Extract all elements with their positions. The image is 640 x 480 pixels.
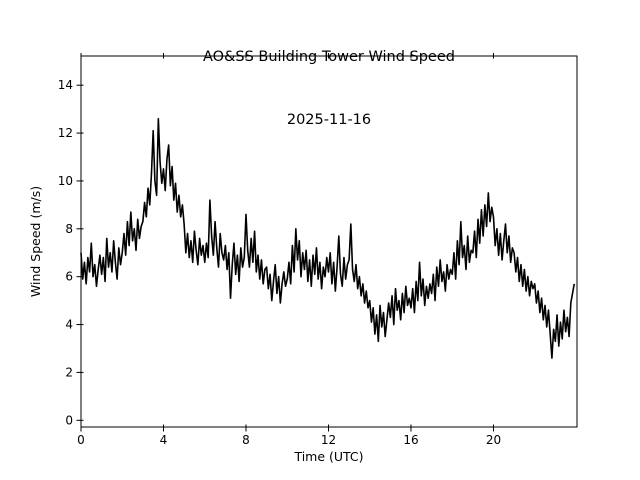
x-tick-label: 16 [403,433,418,447]
y-tick-label: 8 [65,222,73,236]
y-tick-label: 4 [65,318,73,332]
x-tick-label: 0 [77,433,85,447]
chart-title-block: AO&SS Building Tower Wind Speed 2025-11-… [81,5,577,173]
x-axis-label: Time (UTC) [293,449,363,464]
y-axis-label: Wind Speed (m/s) [28,186,43,297]
x-tick-label: 4 [160,433,168,447]
x-tick-label: 12 [321,433,336,447]
chart-title: AO&SS Building Tower Wind Speed [203,49,455,65]
y-tick-label: 6 [65,270,73,284]
x-tick-label: 20 [486,433,501,447]
chart-subtitle: 2025-11-16 [286,112,372,128]
x-tick-label: 8 [242,433,250,447]
y-tick-label: 14 [58,78,73,92]
y-tick-label: 12 [58,126,73,140]
wind-speed-line [80,117,576,359]
y-tick-label: 2 [65,365,73,379]
y-tick-label: 0 [65,413,73,427]
y-tick-label: 10 [58,174,73,188]
plot-area-border [80,55,578,428]
